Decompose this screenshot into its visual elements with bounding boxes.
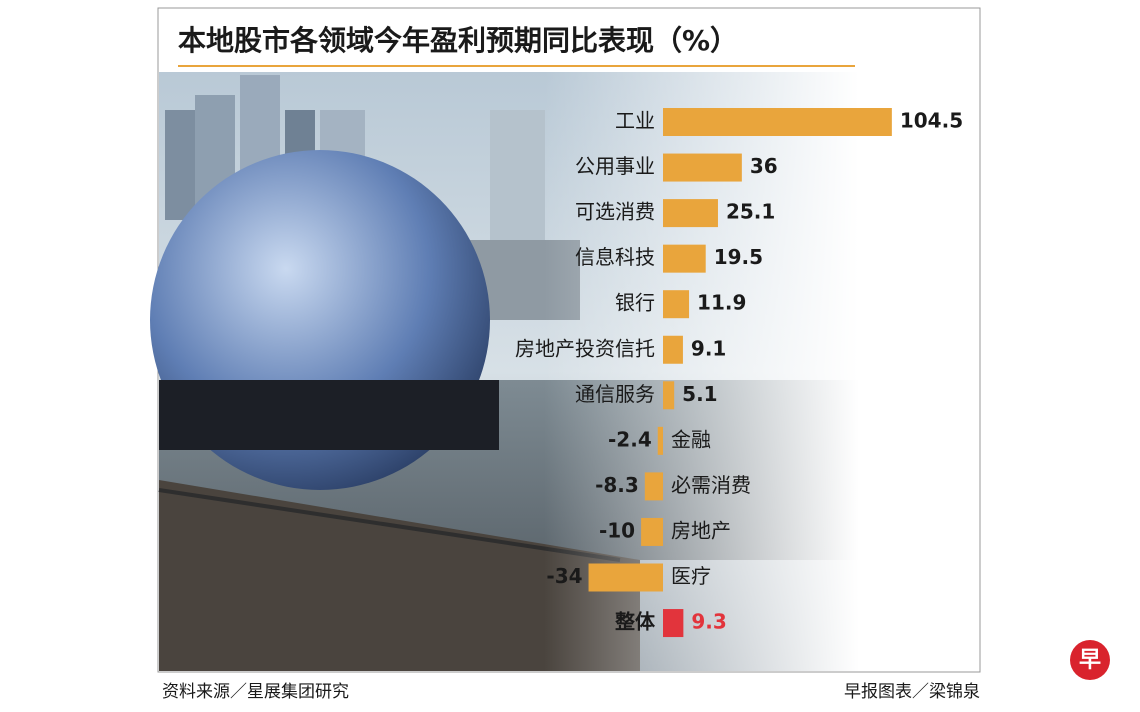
bar: [657, 426, 663, 455]
value-label: 11.9: [697, 291, 746, 315]
value-label: -10: [599, 518, 635, 542]
value-label: 9.3: [691, 610, 726, 634]
bar: [663, 335, 683, 364]
value-label: -8.3: [595, 473, 639, 497]
value-label: 19.5: [714, 245, 763, 269]
category-label: 银行: [615, 291, 655, 315]
category-label: 金融: [671, 427, 711, 451]
category-label: 房地产: [671, 518, 731, 542]
category-label: 必需消费: [671, 473, 751, 497]
bar: [644, 472, 663, 501]
bar: [663, 108, 892, 136]
bar: [663, 609, 684, 638]
bar: [663, 381, 675, 410]
bar: [641, 517, 663, 546]
value-label: 9.1: [691, 336, 726, 360]
value-label: 25.1: [726, 200, 775, 224]
value-label: 36: [750, 154, 778, 178]
bar: [663, 290, 690, 319]
source: 资料来源／星展集团研究: [162, 682, 349, 702]
background-photo: [150, 72, 859, 671]
bar: [663, 153, 742, 182]
category-label: 房地产投资信托: [515, 336, 655, 360]
bar: [663, 244, 706, 273]
value-label: 104.5: [900, 109, 963, 133]
logo: 早: [1079, 648, 1101, 673]
category-label: 公用事业: [575, 154, 655, 178]
value-label: 5.1: [682, 382, 717, 406]
value-label: -34: [546, 564, 582, 588]
category-label: 工业: [615, 109, 655, 133]
logo-badge: [1070, 640, 1110, 680]
category-label: 通信服务: [575, 382, 655, 406]
bar: [588, 563, 663, 592]
category-label: 整体: [614, 610, 656, 634]
credit: 早报图表／梁锦泉: [844, 682, 980, 702]
chart-title: 本地股市各领域今年盈利预期同比表现（%）: [178, 24, 738, 57]
category-label: 医疗: [671, 564, 711, 588]
value-label: -2.4: [608, 427, 652, 451]
category-label: 可选消费: [575, 200, 655, 224]
category-label: 信息科技: [575, 245, 655, 269]
bar: [663, 199, 718, 228]
